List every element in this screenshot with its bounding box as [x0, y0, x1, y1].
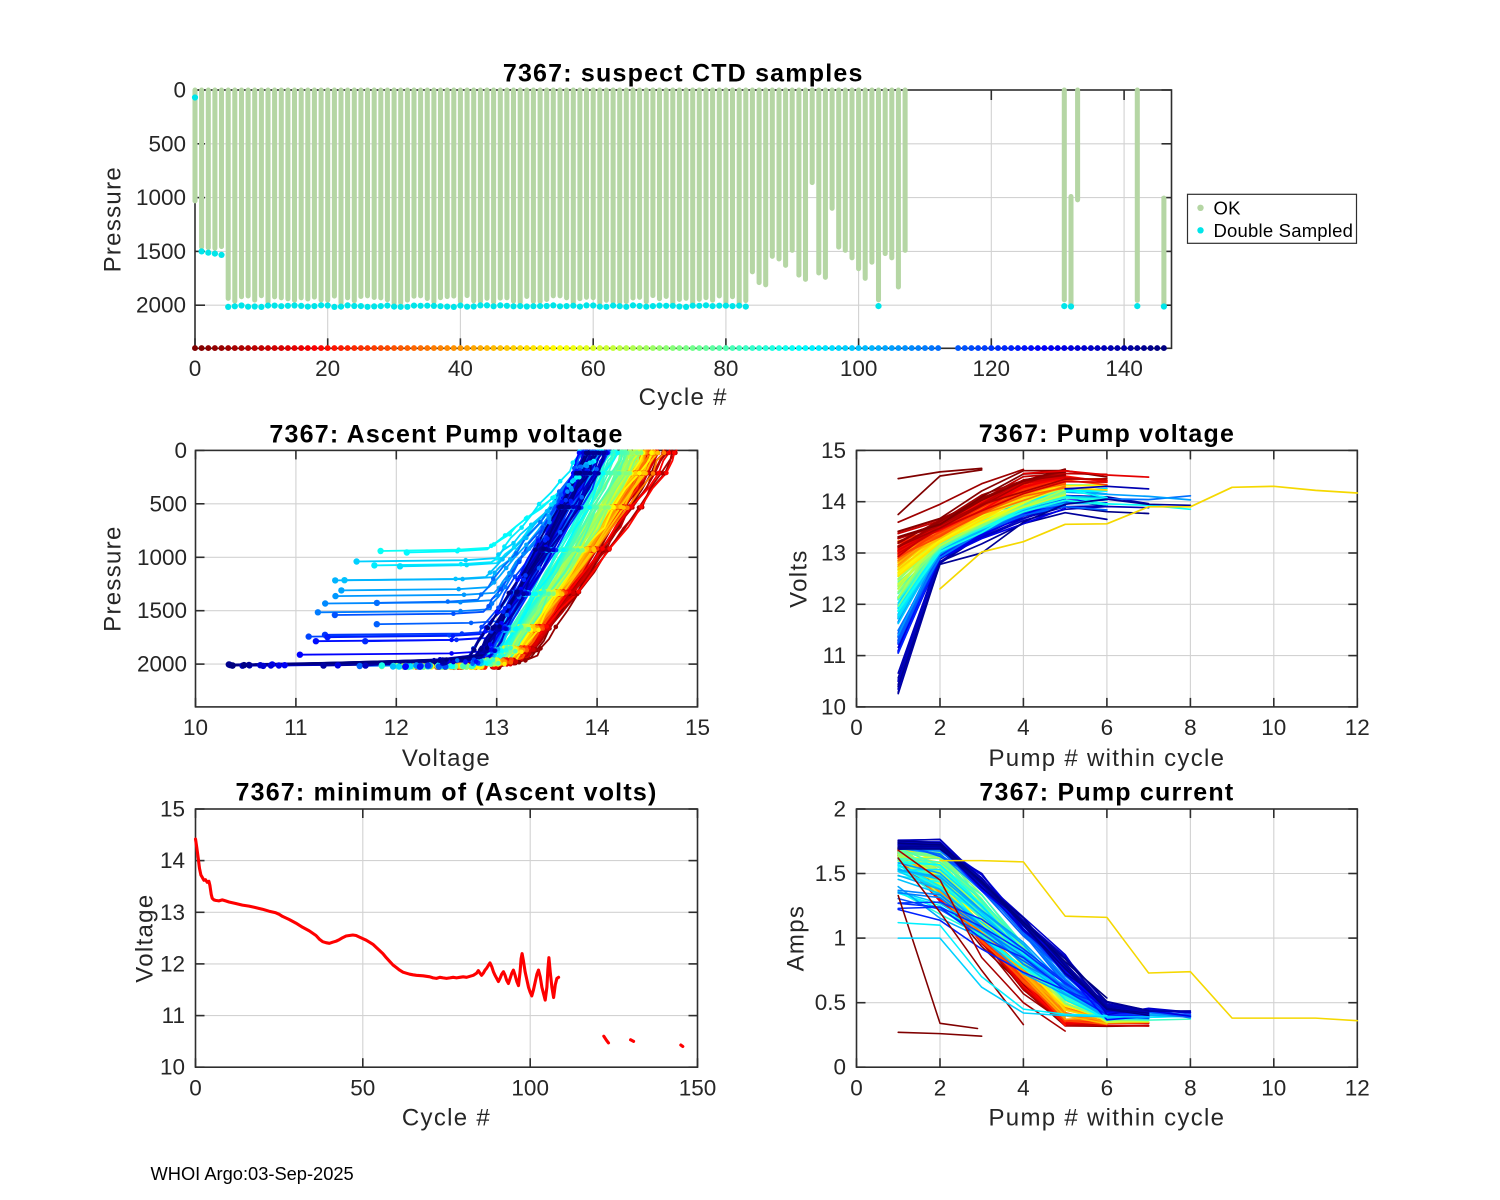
svg-text:7367: suspect CTD samples: 7367: suspect CTD samples: [503, 59, 864, 87]
svg-text:500: 500: [148, 131, 186, 156]
svg-text:Cycle #: Cycle #: [402, 1105, 491, 1132]
svg-text:40: 40: [448, 356, 473, 381]
svg-text:10: 10: [1261, 1076, 1286, 1101]
svg-text:6: 6: [1101, 715, 1114, 740]
svg-text:8: 8: [1184, 715, 1197, 740]
svg-text:2000: 2000: [136, 293, 186, 318]
svg-text:1500: 1500: [136, 239, 186, 264]
svg-text:4: 4: [1017, 715, 1030, 740]
svg-text:7367: Pump current: 7367: Pump current: [979, 779, 1234, 807]
svg-text:0: 0: [189, 356, 202, 381]
svg-text:0: 0: [173, 78, 186, 103]
svg-text:150: 150: [679, 1076, 717, 1101]
svg-text:120: 120: [973, 356, 1011, 381]
svg-text:Double Sampled: Double Sampled: [1214, 220, 1354, 241]
svg-text:140: 140: [1105, 356, 1143, 381]
svg-text:0: 0: [833, 1055, 846, 1080]
svg-text:1: 1: [833, 926, 846, 951]
svg-text:15: 15: [685, 715, 710, 740]
svg-text:50: 50: [350, 1076, 375, 1101]
svg-text:0.5: 0.5: [815, 990, 846, 1015]
svg-text:1000: 1000: [136, 185, 186, 210]
svg-text:1.5: 1.5: [815, 861, 846, 886]
svg-text:12: 12: [160, 951, 185, 976]
svg-text:Pump # within cycle: Pump # within cycle: [989, 745, 1226, 772]
svg-text:6: 6: [1101, 1076, 1114, 1101]
svg-text:11: 11: [162, 1003, 185, 1028]
svg-text:7367: Ascent Pump voltage: 7367: Ascent Pump voltage: [269, 420, 623, 448]
svg-text:11: 11: [284, 715, 307, 740]
svg-text:Pressure: Pressure: [100, 525, 127, 631]
svg-text:14: 14: [821, 489, 846, 514]
svg-text:8: 8: [1184, 1076, 1197, 1101]
svg-text:4: 4: [1017, 1076, 1030, 1101]
svg-text:Cycle #: Cycle #: [639, 384, 728, 411]
svg-text:10: 10: [821, 694, 846, 719]
svg-text:0: 0: [189, 1076, 202, 1101]
svg-text:60: 60: [581, 356, 606, 381]
svg-text:7367: minimum of (Ascent volts: 7367: minimum of (Ascent volts): [235, 779, 657, 807]
svg-text:WHOI Argo:03-Sep-2025: WHOI Argo:03-Sep-2025: [151, 1163, 354, 1184]
svg-text:13: 13: [821, 541, 846, 566]
svg-text:500: 500: [149, 491, 187, 516]
svg-text:10: 10: [1261, 715, 1286, 740]
svg-text:13: 13: [484, 715, 509, 740]
svg-text:80: 80: [713, 356, 738, 381]
svg-text:0: 0: [174, 438, 187, 463]
svg-text:2: 2: [833, 797, 846, 822]
svg-text:20: 20: [315, 356, 340, 381]
svg-text:11: 11: [823, 643, 846, 668]
svg-text:12: 12: [1345, 715, 1370, 740]
svg-text:10: 10: [160, 1055, 185, 1080]
svg-text:10: 10: [183, 715, 208, 740]
svg-text:12: 12: [821, 592, 846, 617]
svg-text:Voltage: Voltage: [132, 894, 159, 983]
svg-text:14: 14: [585, 715, 610, 740]
svg-text:12: 12: [384, 715, 409, 740]
svg-text:100: 100: [511, 1076, 549, 1101]
svg-text:2: 2: [934, 1076, 947, 1101]
svg-text:12: 12: [1345, 1076, 1370, 1101]
svg-text:Pump # within cycle: Pump # within cycle: [989, 1105, 1226, 1132]
svg-text:15: 15: [821, 438, 846, 463]
svg-text:14: 14: [160, 848, 185, 873]
svg-text:2000: 2000: [137, 652, 187, 677]
svg-text:1000: 1000: [137, 545, 187, 570]
svg-text:7367: Pump voltage: 7367: Pump voltage: [979, 420, 1235, 448]
svg-text:13: 13: [160, 900, 185, 925]
svg-text:15: 15: [160, 797, 185, 822]
svg-text:1500: 1500: [137, 598, 187, 623]
svg-text:100: 100: [840, 356, 878, 381]
svg-text:Amps: Amps: [783, 905, 810, 972]
svg-text:Pressure: Pressure: [100, 166, 127, 272]
svg-text:2: 2: [934, 715, 947, 740]
svg-text:OK: OK: [1214, 197, 1242, 218]
svg-text:0: 0: [850, 715, 863, 740]
svg-text:Voltage: Voltage: [402, 745, 491, 772]
svg-text:Volts: Volts: [786, 549, 813, 608]
svg-text:0: 0: [850, 1076, 863, 1101]
